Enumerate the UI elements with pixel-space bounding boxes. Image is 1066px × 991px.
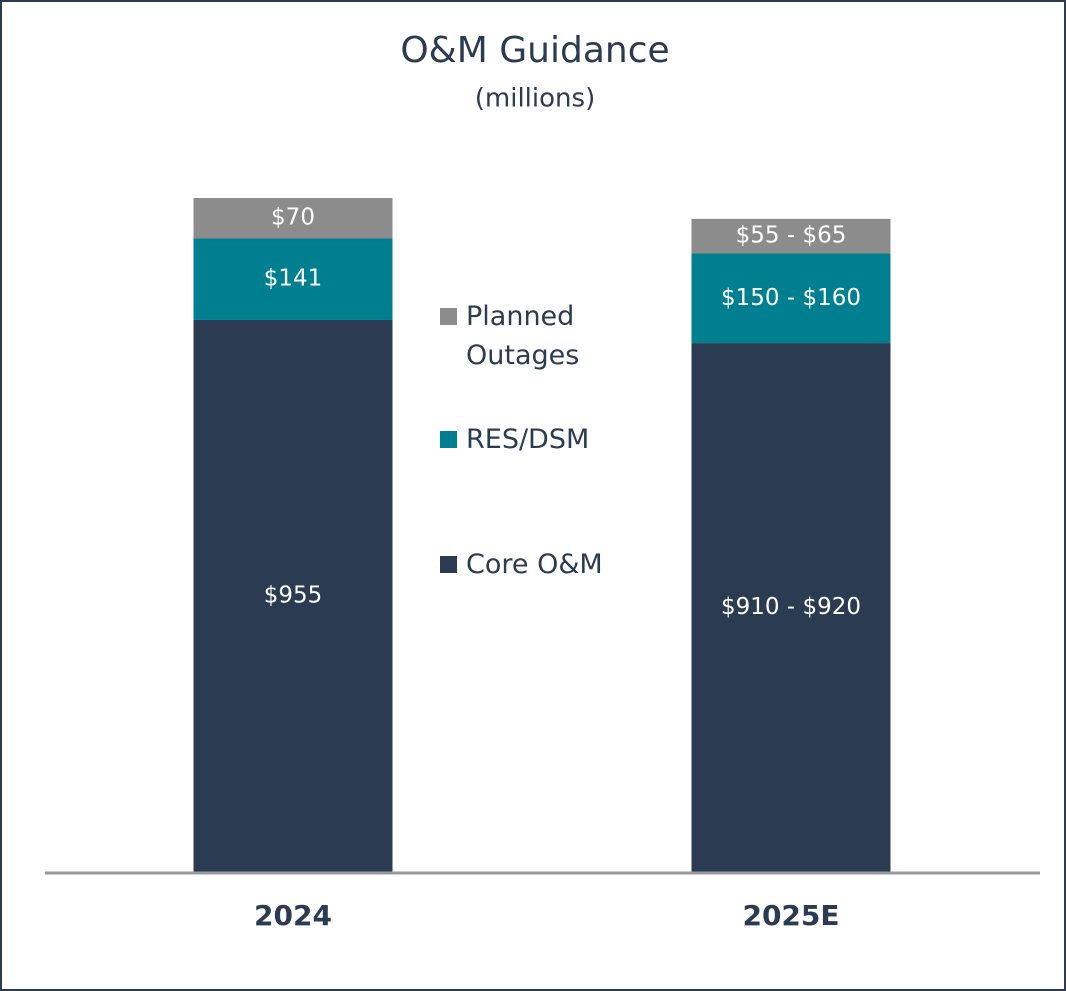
legend-entry: RES/DSM [440,420,626,459]
legend-swatch [440,308,457,325]
chart-subtitle: (millions) [475,84,595,114]
bar-segment [193,198,393,239]
value-label: $141 [264,266,323,292]
value-label: $910 - $920 [721,594,861,620]
x-tick-label: 2024 [254,899,332,932]
bar-segment [691,343,891,872]
bar-segment [193,319,393,872]
legend-label: Planned Outages [466,301,580,371]
legend-entry: Core O&M [440,545,626,584]
value-label: $150 - $160 [721,285,861,311]
value-label: $55 - $65 [736,223,847,249]
legend-swatch [440,556,457,573]
value-label: $70 [271,205,315,231]
legend-entry: Planned Outages [440,297,626,375]
bar-segment [691,218,891,254]
legend-label: RES/DSM [466,424,590,455]
legend-swatch [440,431,457,448]
bar-segment [193,238,393,320]
value-label: $955 [264,582,323,608]
bar-segment [691,253,891,344]
x-tick-label: 2025E [742,899,839,932]
chart-title: O&M Guidance [400,30,669,71]
legend-label: Core O&M [466,549,603,580]
